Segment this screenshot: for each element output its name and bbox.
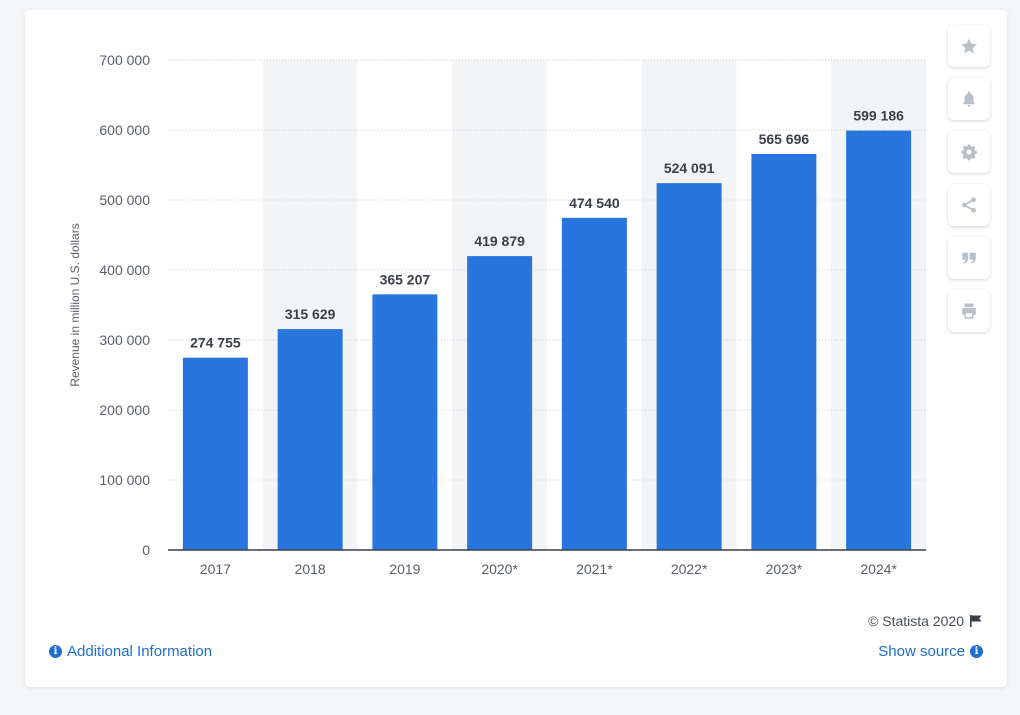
additional-information-label: Additional Information	[67, 643, 213, 660]
x-tick-label: 2019	[389, 561, 420, 577]
y-tick-label: 500 000	[99, 192, 150, 208]
settings-button[interactable]	[948, 131, 990, 173]
x-tick-label: 2022*	[671, 561, 708, 577]
show-source-link[interactable]: Show source i	[878, 643, 983, 660]
y-tick-label: 700 000	[99, 52, 150, 68]
data-label: 315 629	[285, 306, 336, 322]
share-icon	[962, 197, 976, 213]
x-tick-label: 2023*	[766, 561, 803, 577]
bar	[561, 217, 627, 550]
print-icon	[962, 303, 976, 319]
bar	[277, 329, 343, 550]
data-label: 274 755	[190, 335, 241, 351]
info-icon: i	[970, 645, 983, 658]
y-tick-label: 100 000	[99, 472, 150, 488]
side-toolbar	[948, 25, 992, 343]
y-tick-label: 200 000	[99, 402, 150, 418]
data-label: 365 207	[380, 271, 431, 287]
x-tick-label: 2021*	[576, 561, 613, 577]
bar	[372, 294, 438, 550]
credit-text: © Statista 2020	[868, 613, 964, 629]
favorite-button[interactable]	[948, 25, 990, 67]
bar	[182, 357, 248, 550]
copyright-credit: © Statista 2020	[868, 613, 983, 629]
data-label: 565 696	[759, 131, 810, 147]
bell-icon	[963, 91, 975, 107]
flag-icon	[970, 615, 982, 627]
quote-icon	[962, 252, 976, 264]
x-tick-label: 2020*	[481, 561, 518, 577]
y-tick-label: 400 000	[99, 262, 150, 278]
star-icon	[961, 38, 977, 54]
bar	[846, 130, 912, 550]
bar	[656, 183, 722, 551]
y-tick-label: 600 000	[99, 122, 150, 138]
x-tick-label: 2024*	[860, 561, 897, 577]
x-tick-label: 2018	[295, 561, 326, 577]
notification-button[interactable]	[948, 78, 990, 120]
additional-information-link[interactable]: i Additional Information	[49, 643, 212, 660]
y-tick-label: 0	[142, 542, 150, 558]
y-tick-label: 300 000	[99, 332, 150, 348]
cite-button[interactable]	[948, 237, 990, 279]
data-label: 474 540	[569, 195, 620, 211]
data-label: 419 879	[474, 233, 525, 249]
bar	[467, 256, 533, 550]
show-source-label: Show source	[878, 643, 965, 660]
chart-card: 0 100 000 200 000 300 000 400 000 500 000 600 …	[25, 10, 1007, 687]
data-label: 524 091	[664, 160, 715, 176]
print-button[interactable]	[948, 290, 990, 332]
y-axis-title: Revenue in million U.S. dollars	[68, 223, 82, 386]
bar	[751, 154, 817, 550]
bar-chart: 0 100 000 200 000 300 000 400 000 500 000 600 …	[68, 52, 926, 577]
x-tick-label: 2017	[200, 561, 231, 577]
share-button[interactable]	[948, 184, 990, 226]
data-label: 599 186	[853, 108, 904, 124]
gear-icon	[961, 144, 977, 161]
info-icon: i	[49, 645, 62, 658]
